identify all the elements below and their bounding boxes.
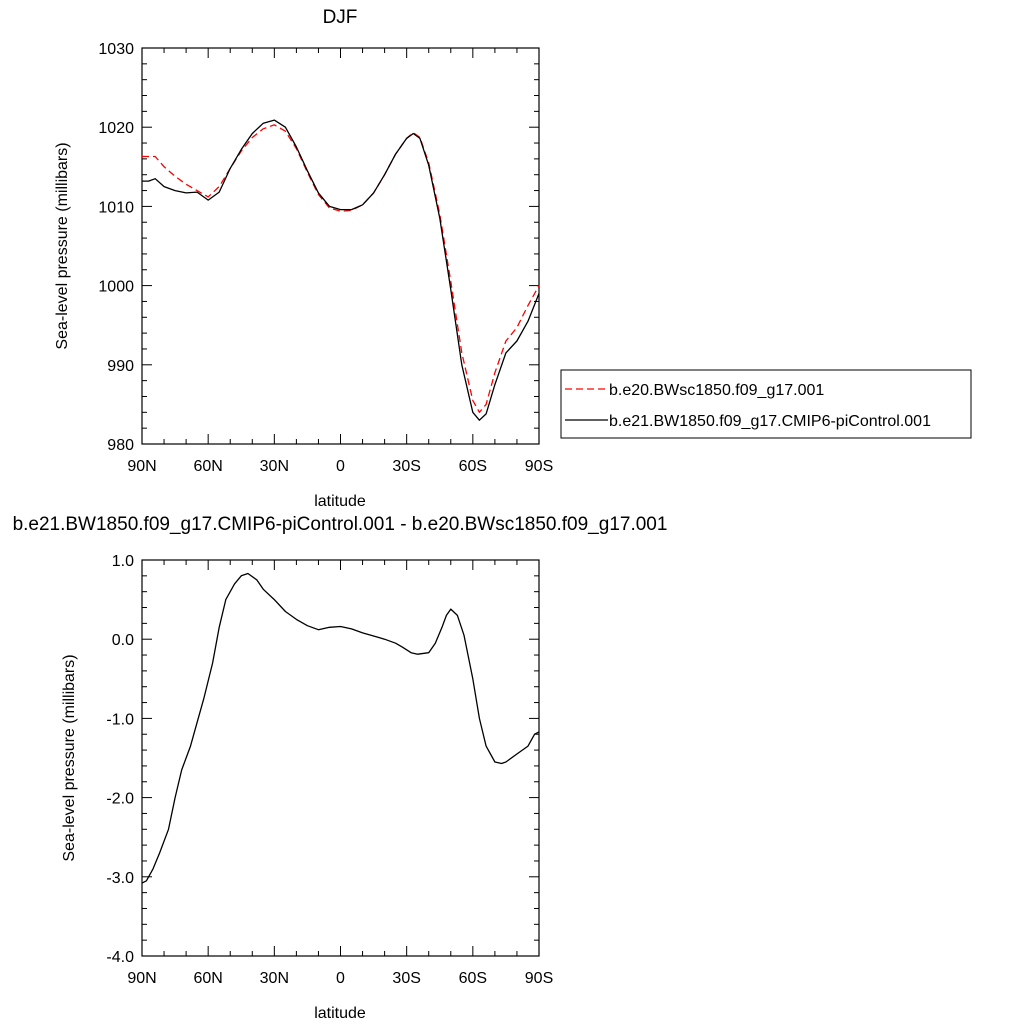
top-y-tick-label: 1010 — [98, 199, 134, 216]
top-y-tick-label: 990 — [107, 358, 134, 375]
top-x-tick-label: 30N — [260, 458, 289, 475]
bottom-y-tick-label: 1.0 — [112, 553, 134, 570]
top-plot-area: 90N 60N 30N 0 30S 60S 90S 980 990 1000 1010 1020 103… — [98, 41, 553, 475]
bottom-panel: b.e21.BW1850.f09_g17.CMIP6-piControl.001… — [13, 514, 668, 1022]
top-chart-title: DJF — [323, 7, 358, 28]
bottom-plot-frame — [141, 559, 540, 957]
top-y-tick-label: 1030 — [98, 41, 134, 58]
top-x-tick-label: 60S — [459, 458, 487, 475]
top-x-tick-label: 90N — [127, 458, 156, 475]
legend-box — [560, 369, 972, 439]
bottom-series-line-1 — [141, 572, 540, 884]
legend-entry-series-1: b.e20.BWsc1850.f09_g17.001 — [609, 382, 824, 399]
bottom-chart-title: b.e21.BW1850.f09_g17.CMIP6-piControl.001… — [13, 514, 668, 535]
top-legend: b.e20.BWsc1850.f09_g17.001 b.e21.BW1850.… — [560, 369, 972, 439]
bottom-y-tick-label: 0.0 — [112, 632, 134, 649]
top-y-tick-label: 980 — [107, 437, 134, 454]
top-series-line-1 — [142, 124, 540, 413]
bottom-y-tick-label: -4.0 — [106, 949, 134, 966]
top-y-tick-label: 1020 — [98, 120, 134, 137]
top-y-tick-label: 1000 — [98, 279, 134, 296]
top-x-axis-label: latitude — [314, 493, 366, 510]
top-plot-frame — [141, 47, 540, 445]
legend-entry-series-2: b.e21.BW1850.f09_g17.CMIP6-piControl.001 — [609, 413, 931, 430]
bottom-x-tick-label: 30S — [392, 970, 420, 987]
top-x-tick-label: 30S — [392, 458, 420, 475]
bottom-x-tick-label: 90N — [127, 970, 156, 987]
bottom-x-axis-label: latitude — [314, 1005, 366, 1022]
bottom-y-tick-label: -3.0 — [106, 870, 134, 887]
top-y-axis-label: Sea-level pressure (millibars) — [54, 142, 71, 349]
bottom-y-axis-label: Sea-level pressure (millibars) — [61, 654, 78, 861]
bottom-plot-area: 90N 60N 30N 0 30S 60S 90S -4.0 -3.0 -2.0 -1.0 0.0 1.… — [106, 553, 553, 987]
top-panel: DJF 90N 60N 30N 0 30S 60S 90S 980 990 1000 1010 102… — [54, 7, 972, 510]
top-x-tick-label: 0 — [336, 458, 345, 475]
bottom-x-tick-label: 60S — [459, 970, 487, 987]
bottom-x-tick-label: 30N — [260, 970, 289, 987]
top-x-tick-label: 60N — [193, 458, 222, 475]
top-x-tick-label: 90S — [525, 458, 553, 475]
bottom-x-tick-label: 0 — [336, 970, 345, 987]
bottom-y-tick-label: -2.0 — [106, 791, 134, 808]
bottom-x-tick-label: 60N — [193, 970, 222, 987]
top-series-line-2 — [142, 119, 540, 421]
bottom-x-tick-label: 90S — [525, 970, 553, 987]
bottom-y-tick-label: -1.0 — [106, 711, 134, 728]
